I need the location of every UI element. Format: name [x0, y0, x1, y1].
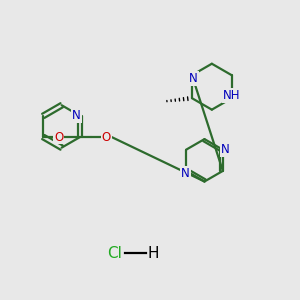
Text: NH: NH [223, 89, 241, 102]
Text: H: H [147, 246, 159, 261]
Text: N: N [181, 167, 190, 180]
Text: N: N [72, 109, 81, 122]
Text: Cl: Cl [107, 246, 122, 261]
Text: N: N [189, 72, 198, 85]
Text: O: O [102, 130, 111, 143]
Text: N: N [221, 143, 230, 156]
Text: O: O [54, 130, 63, 143]
